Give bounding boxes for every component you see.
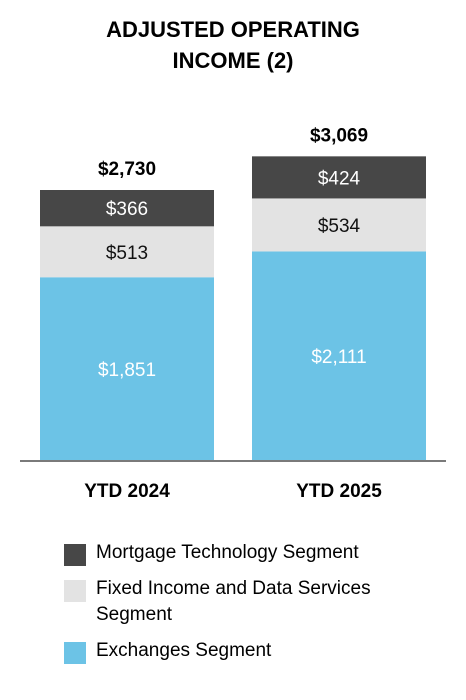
legend-label: Fixed Income and Data Services Segment (96, 578, 371, 625)
chart-title: ADJUSTED OPERATING INCOME (2) (0, 14, 466, 76)
x-tick-label: YTD 2025 (296, 481, 382, 502)
legend-item: Mortgage Technology Segment (64, 540, 371, 566)
bar-value-label: $513 (106, 243, 148, 264)
bar-value-label: $424 (318, 168, 361, 189)
legend-swatch (64, 642, 86, 664)
legend-swatch (64, 544, 86, 566)
chart-legend: Mortgage Technology Segment Fixed Income … (64, 540, 371, 674)
bar-segment-3 (40, 190, 214, 227)
bar-segment-1 (252, 251, 426, 461)
bar-segment-1 (40, 277, 214, 461)
legend-item: Exchanges Segment (64, 638, 371, 664)
legend-label: Mortgage Technology Segment (96, 542, 359, 563)
bar-value-label: $366 (106, 199, 148, 220)
x-tick-label: YTD 2024 (84, 481, 170, 502)
bar-value-label: $1,851 (98, 360, 156, 381)
bar-segment-3 (252, 156, 426, 199)
stacked-bar-chart: $1,851 $513 $366 $2,730 YTD 2024 $2,111 $534 $4… (20, 125, 446, 502)
bar-value-label: $534 (318, 216, 361, 237)
chart-title-line-2: INCOME (2) (172, 48, 294, 73)
legend-label: Exchanges Segment (96, 640, 272, 661)
bar-total-label: $3,069 (310, 125, 368, 146)
legend-swatch (64, 580, 86, 602)
bar-segment-2 (252, 198, 426, 252)
legend-item: Fixed Income and Data Services Segment (64, 576, 371, 628)
bar-total-label: $2,730 (98, 159, 156, 180)
bar-segment-2 (40, 226, 214, 278)
bar-value-label: $2,111 (311, 347, 366, 368)
chart-title-line-1: ADJUSTED OPERATING (106, 17, 360, 42)
